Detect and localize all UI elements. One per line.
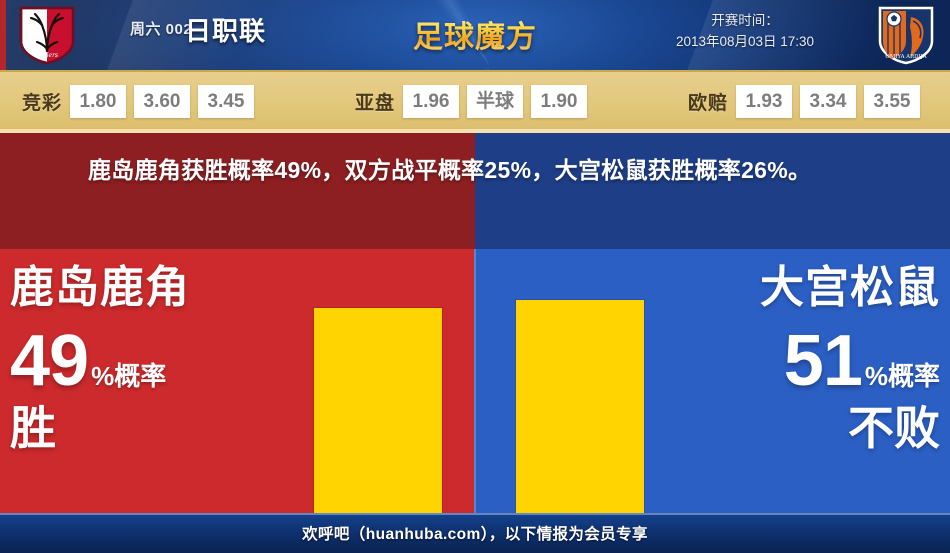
odds-value[interactable]: 3.60 <box>134 85 191 118</box>
footer-promo-text: 欢呼吧（huanhuba.com），以下情报为会员专享 <box>302 526 648 543</box>
away-team-block: 大宫松鼠 51 %概率 不败 <box>690 249 940 457</box>
footer-bar: 欢呼吧（huanhuba.com），以下情报为会员专享 <box>0 513 950 553</box>
odds-group-european: 欧赔 1.93 3.34 3.55 <box>688 72 921 131</box>
brand-logo-text: 足球魔方 <box>413 12 537 56</box>
header-bar: Antlers 周六 002 日职联 足球魔方 开赛时间： 2013年08月03… <box>0 0 950 70</box>
kickoff-time: 2013年08月03日 17:30 <box>675 34 815 49</box>
header-accent-stripe <box>0 0 6 70</box>
probability-summary-text: 鹿岛鹿角获胜概率49%，双方战平概率25%，大宫松鼠获胜概率26%。 <box>88 157 812 183</box>
kickoff-label: 开赛时间： <box>711 13 779 28</box>
header-light-rays <box>360 0 620 70</box>
odds-handicap-value[interactable]: 半球 <box>467 85 524 118</box>
odds-value[interactable]: 1.93 <box>736 85 793 118</box>
away-team-name: 大宫松鼠 <box>760 263 940 312</box>
odds-value[interactable]: 1.80 <box>70 85 127 118</box>
svg-text:OMIYA ARDIJA: OMIYA ARDIJA <box>885 54 926 60</box>
away-probability-row: 51 %概率 <box>690 321 940 401</box>
home-probability-row: 49 %概率 <box>10 321 260 401</box>
home-team-name: 鹿岛鹿角 <box>10 263 190 312</box>
away-probability-value: 51 <box>783 321 863 401</box>
home-probability-suffix: %概率 <box>91 361 167 391</box>
summary-banner-home-half <box>0 129 475 249</box>
odds-value[interactable]: 1.90 <box>531 85 588 118</box>
away-probability-bar <box>516 300 644 513</box>
summary-banner-away-half <box>475 129 950 249</box>
odds-group-label: 欧赔 <box>688 93 729 114</box>
match-round-label: 周六 002 <box>130 21 193 38</box>
odds-value[interactable]: 3.34 <box>800 85 857 118</box>
omiya-ardija-crest-icon: OMIYA ARDIJA <box>877 5 935 65</box>
kashima-antlers-crest-icon: Antlers <box>18 5 76 65</box>
footer-top-rule <box>0 513 950 515</box>
away-probability-suffix: %概率 <box>864 361 940 391</box>
odds-value[interactable]: 3.55 <box>864 85 921 118</box>
home-outcome-label: 胜 <box>10 402 56 454</box>
home-team-block: 鹿岛鹿角 49 %概率 胜 <box>10 249 260 457</box>
brand-logo: 足球魔方 <box>400 12 550 56</box>
league-name: 日职联 <box>185 16 267 46</box>
kickoff-info: 开赛时间： 2013年08月03日 17:30 <box>640 10 850 52</box>
odds-value[interactable]: 1.96 <box>403 85 460 118</box>
odds-group-asian-handicap: 亚盘 1.96 半球 1.90 <box>355 72 588 131</box>
panel-divider <box>474 249 476 513</box>
odds-group-label: 亚盘 <box>355 93 396 114</box>
home-probability-value: 49 <box>10 321 89 401</box>
away-outcome-label: 不败 <box>848 402 940 454</box>
probability-chart: 鹿岛鹿角 49 %概率 胜 大宫松鼠 51 %概率 不败 <box>0 249 950 513</box>
home-probability-bar <box>314 308 442 513</box>
odds-value[interactable]: 3.45 <box>198 85 255 118</box>
summary-banner-top-rule <box>0 129 950 133</box>
odds-bar: 竞彩 1.80 3.60 3.45 亚盘 1.96 半球 1.90 欧赔 1.9… <box>0 70 950 129</box>
odds-group-jingcai: 竞彩 1.80 3.60 3.45 <box>22 72 255 131</box>
odds-group-label: 竞彩 <box>22 93 63 114</box>
summary-banner: 鹿岛鹿角获胜概率49%，双方战平概率25%，大宫松鼠获胜概率26%。 <box>0 129 950 249</box>
svg-text:Antlers: Antlers <box>35 52 58 59</box>
